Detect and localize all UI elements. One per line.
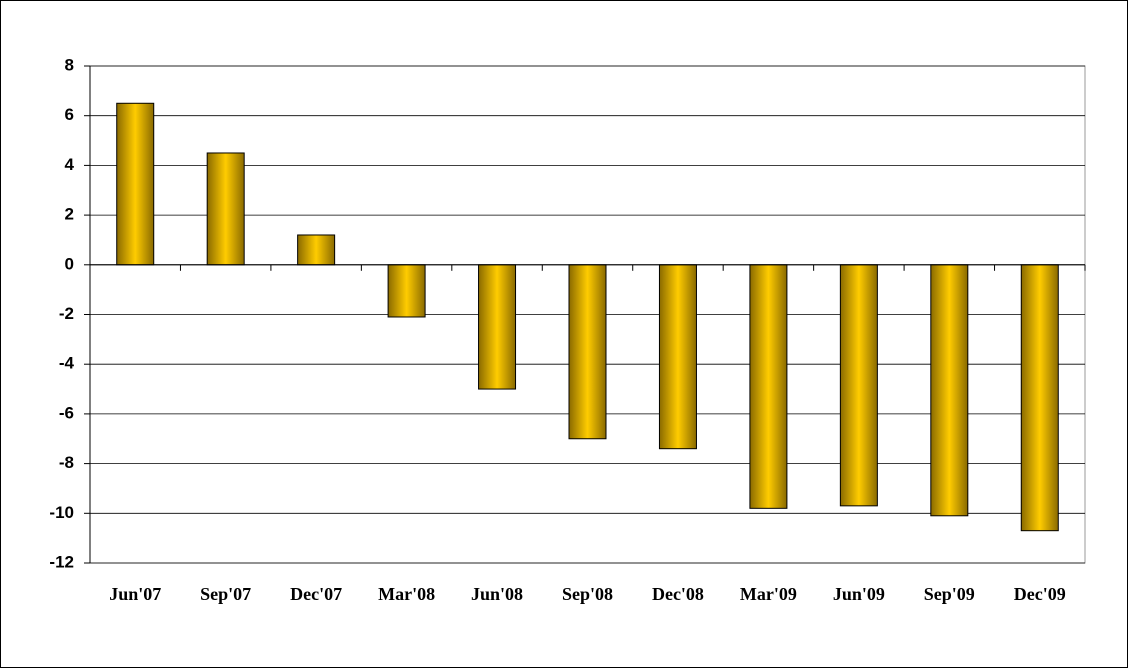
y-tick-label: 4 bbox=[65, 155, 75, 174]
x-tick-label: Sep'08 bbox=[562, 584, 613, 604]
bar bbox=[387, 264, 426, 318]
bar bbox=[116, 102, 155, 266]
y-tick-label: -6 bbox=[59, 403, 74, 422]
y-tick-label: 6 bbox=[65, 105, 74, 124]
x-tick-label: Jun'08 bbox=[471, 584, 523, 604]
x-tick-label: Mar'08 bbox=[378, 584, 435, 604]
bar bbox=[658, 264, 697, 450]
x-tick-label: Jun'09 bbox=[833, 584, 885, 604]
x-tick-label: Sep'07 bbox=[200, 584, 251, 604]
y-tick-label: -8 bbox=[59, 453, 74, 472]
bar bbox=[478, 264, 517, 390]
y-tick-label: -4 bbox=[59, 354, 75, 373]
y-tick-label: 2 bbox=[65, 205, 74, 224]
bar bbox=[1020, 264, 1059, 532]
x-tick-label: Jun'07 bbox=[109, 584, 161, 604]
x-tick-label: Dec'09 bbox=[1014, 584, 1066, 604]
y-tick-label: -10 bbox=[49, 503, 74, 522]
y-tick-label: -12 bbox=[49, 552, 74, 571]
bar bbox=[839, 264, 878, 507]
x-tick-label: Dec'08 bbox=[652, 584, 704, 604]
bar bbox=[206, 152, 245, 266]
bar bbox=[568, 264, 607, 440]
x-tick-label: Sep'09 bbox=[924, 584, 975, 604]
x-tick-label: Mar'09 bbox=[740, 584, 797, 604]
bar bbox=[749, 264, 788, 509]
y-tick-label: -2 bbox=[59, 304, 74, 323]
y-tick-label: 8 bbox=[65, 55, 74, 74]
x-tick-label: Dec'07 bbox=[290, 584, 342, 604]
bar bbox=[297, 234, 336, 266]
bar bbox=[930, 264, 969, 517]
y-tick-label: 0 bbox=[65, 254, 74, 273]
